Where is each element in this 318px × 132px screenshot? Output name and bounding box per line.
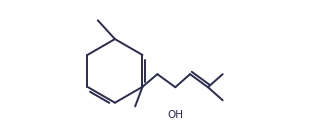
Text: OH: OH [167, 110, 183, 120]
